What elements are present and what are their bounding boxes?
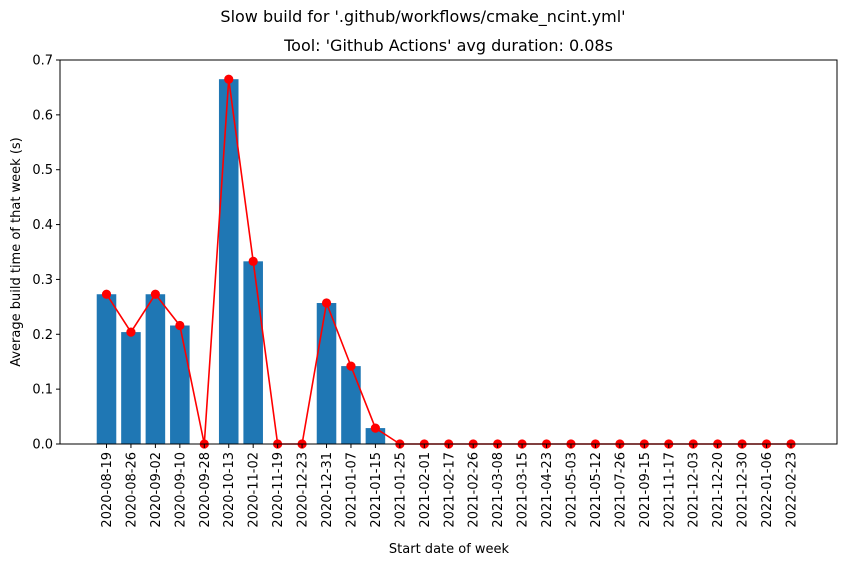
- figure-suptitle: Slow build for '.github/workflows/cmake_…: [220, 7, 626, 26]
- x-tick-label: 2020-09-02: [149, 452, 164, 528]
- chart-title: Tool: 'Github Actions' avg duration: 0.0…: [284, 36, 613, 55]
- x-tick-label: 2021-03-08: [491, 452, 506, 528]
- x-tick-label: 2020-08-19: [100, 452, 115, 528]
- x-tick-label: 2021-01-15: [369, 452, 384, 528]
- line-point: [346, 361, 356, 371]
- x-tick-label: 2021-04-23: [540, 452, 555, 528]
- x-tick-label: 2021-07-26: [613, 452, 628, 528]
- x-tick-label: 2021-03-15: [516, 452, 531, 528]
- x-axis: 2020-08-19 2020-08-26 2020-09-02 2020-09-10…: [100, 444, 800, 528]
- line-point: [370, 423, 381, 433]
- x-tick-label: 2020-11-02: [247, 452, 262, 528]
- bar: [170, 325, 190, 444]
- bar: [121, 332, 141, 444]
- y-tick-label: 0.0: [32, 438, 53, 453]
- y-tick-label: 0.6: [32, 108, 53, 123]
- x-tick-label: 2021-12-20: [711, 452, 726, 528]
- x-tick-label: 2021-02-01: [418, 452, 433, 528]
- x-axis-label: Start date of week: [389, 542, 510, 557]
- y-axis-label: Average build time of that week (s): [9, 137, 24, 367]
- line-point: [321, 298, 332, 308]
- y-tick-label: 0.4: [32, 218, 53, 233]
- y-tick-label: 0.3: [32, 273, 53, 288]
- y-tick-label: 0.5: [32, 163, 53, 178]
- bar-series: [96, 79, 386, 444]
- x-tick-label: 2020-10-13: [222, 452, 237, 528]
- y-tick-label: 0.1: [32, 383, 53, 398]
- x-tick-label: 2021-12-30: [736, 452, 751, 528]
- y-tick-label: 0.2: [32, 328, 53, 343]
- x-tick-label: 2020-09-28: [198, 452, 213, 528]
- x-tick-label: 2022-01-06: [760, 452, 775, 528]
- line-point: [126, 327, 136, 337]
- y-axis: 0.0 0.1 0.2 0.3 0.4 0.5 0.6 0.7: [32, 54, 60, 453]
- x-tick-label: 2020-11-19: [271, 452, 286, 528]
- x-tick-label: 2021-02-17: [442, 452, 457, 528]
- bar: [243, 261, 263, 444]
- bar: [145, 294, 166, 444]
- line-point: [175, 320, 185, 331]
- x-tick-label: 2021-09-15: [638, 452, 653, 528]
- line-point: [150, 289, 160, 299]
- x-tick-label: 2021-02-26: [467, 452, 482, 528]
- bar: [316, 303, 337, 444]
- x-tick-label: 2020-08-26: [124, 452, 139, 528]
- bar: [96, 294, 117, 444]
- line-point: [224, 74, 234, 84]
- series-line: [105, 79, 791, 445]
- bar: [341, 366, 361, 444]
- x-tick-label: 2021-11-17: [662, 452, 677, 528]
- x-tick-label: 2020-09-10: [173, 452, 188, 528]
- y-tick-label: 0.7: [32, 54, 53, 69]
- x-tick-label: 2021-01-25: [393, 452, 408, 528]
- x-tick-label: 2021-05-12: [589, 452, 604, 528]
- x-tick-label: 2021-05-03: [564, 452, 579, 528]
- x-tick-label: 2020-12-31: [320, 452, 335, 528]
- line-series: [101, 74, 796, 449]
- line-point: [101, 289, 112, 299]
- x-tick-label: 2021-12-03: [687, 452, 702, 528]
- bar: [218, 79, 239, 444]
- line-point: [248, 256, 258, 266]
- x-tick-label: 2021-01-07: [344, 452, 359, 528]
- x-tick-label: 2020-12-23: [296, 452, 311, 528]
- x-tick-label: 2022-02-23: [785, 452, 800, 528]
